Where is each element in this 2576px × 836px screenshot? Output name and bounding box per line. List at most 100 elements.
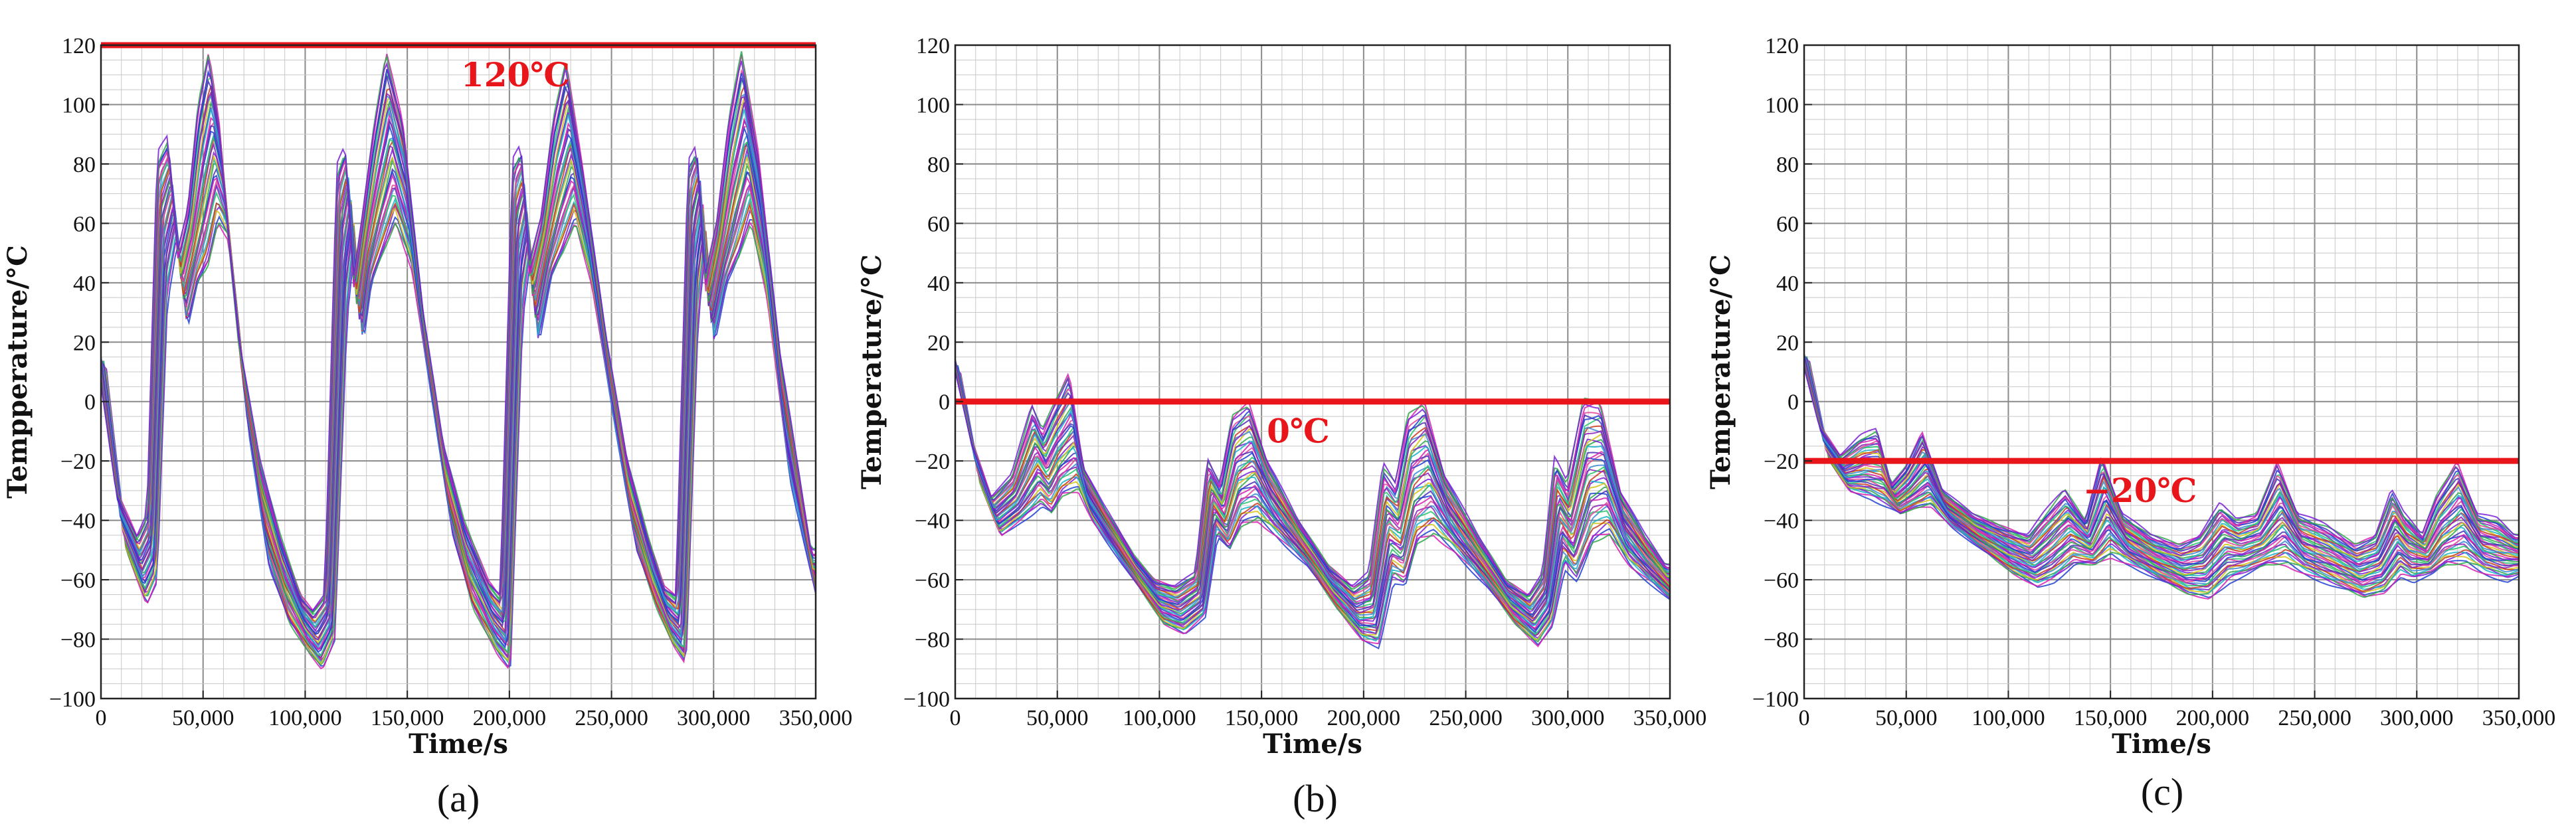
x-tick-label: 250,000 — [2278, 706, 2351, 730]
x-tick-label: 300,000 — [1531, 706, 1605, 730]
panel-caption: (c) — [2141, 770, 2183, 813]
y-tick-label: 40 — [1776, 272, 1799, 296]
series-line — [1803, 357, 2520, 587]
x-tick-label: 0 — [950, 706, 961, 730]
series-line — [1803, 366, 2520, 545]
x-tick-label: 200,000 — [473, 706, 547, 730]
y-tick-label: −80 — [915, 628, 950, 653]
y-tick-label: 60 — [927, 212, 950, 236]
series-line — [100, 173, 816, 650]
y-tick-label: −20 — [1764, 450, 1799, 474]
y-tick-label: 100 — [1765, 93, 1799, 118]
series-line — [1803, 367, 2520, 547]
y-tick-label: 20 — [927, 331, 950, 355]
series-line — [100, 154, 816, 644]
series-bundle — [100, 51, 816, 670]
y-tick-label: −100 — [1752, 687, 1799, 712]
panel-c: −20℃ −100 −80 −60 −40 −20 0 20 40 60 80 100 120 0 50,0… — [1705, 34, 2555, 813]
y-tick-label: −40 — [915, 509, 950, 534]
x-tick-label: 200,000 — [2176, 706, 2250, 730]
x-tick-label: 350,000 — [1633, 706, 1707, 730]
y-tick-label: −40 — [1764, 509, 1799, 534]
y-tick-label: 80 — [927, 153, 950, 177]
y-tick-label: −60 — [1764, 568, 1799, 593]
y-tick-label: 80 — [73, 153, 96, 177]
y-tick-label: 0 — [939, 390, 950, 415]
threshold-label: −20℃ — [2083, 471, 2197, 510]
y-tick-label: 40 — [73, 272, 96, 296]
series-line — [1803, 357, 2520, 593]
x-tick-label: 200,000 — [1327, 706, 1401, 730]
series-line — [100, 133, 816, 641]
threshold-label: 120℃ — [461, 55, 570, 94]
y-tick-label: −80 — [1764, 628, 1799, 653]
y-tick-label: 80 — [1776, 153, 1799, 177]
x-axis-label: Time/s — [409, 728, 508, 760]
y-tick-label: 0 — [84, 390, 96, 415]
x-axis-label: Time/s — [1263, 728, 1362, 760]
plot-frame — [100, 44, 817, 700]
series-line — [1803, 354, 2520, 577]
series-line — [1803, 357, 2519, 586]
panel-b: 0℃ −100 −80 −60 −40 −20 0 20 40 60 80 100 120 0 50,000… — [856, 34, 1706, 820]
series-line — [1804, 358, 2520, 600]
x-tick-label: 250,000 — [1429, 706, 1503, 730]
x-tick-label: 150,000 — [371, 706, 444, 730]
series-line — [1803, 359, 2520, 560]
x-tick-label: 100,000 — [268, 706, 342, 730]
y-tick-label: 100 — [916, 93, 950, 118]
y-tick-label: 60 — [73, 212, 96, 236]
panel-caption: (b) — [1293, 777, 1338, 820]
y-tick-label: −20 — [60, 450, 96, 474]
y-axis-label: Temperature/°C — [856, 254, 887, 489]
x-tick-label: 150,000 — [1225, 706, 1299, 730]
x-tick-label: 100,000 — [1972, 706, 2045, 730]
y-tick-label: 100 — [62, 93, 96, 118]
series-line — [100, 135, 816, 635]
x-tick-label: 50,000 — [1026, 706, 1089, 730]
x-tick-label: 50,000 — [1875, 706, 1938, 730]
x-tick-label: 350,000 — [2482, 706, 2556, 730]
series-line — [1803, 359, 2520, 594]
y-axis-label: Temperature/°C — [1705, 254, 1736, 489]
series-bundle — [1803, 353, 2520, 600]
y-tick-label: −60 — [60, 568, 96, 593]
x-tick-label: 50,000 — [172, 706, 234, 730]
plot-frame — [1803, 44, 2520, 700]
y-tick-label: 20 — [73, 331, 96, 355]
x-tick-label: 300,000 — [677, 706, 751, 730]
y-tick-label: 0 — [1788, 390, 1799, 415]
y-tick-label: 120 — [916, 34, 950, 58]
series-bundle — [955, 359, 1671, 649]
x-tick-label: 350,000 — [779, 706, 853, 730]
series-line — [1803, 359, 2520, 598]
y-axis-label: Tempperature/°C — [2, 245, 33, 499]
series-line — [100, 137, 816, 639]
grid — [1803, 44, 2520, 699]
x-tick-label: 0 — [1799, 706, 1810, 730]
series-line — [1803, 358, 2520, 592]
panel-a: 120℃ −100 −80 −60 −40 −20 0 20 40 60 80 100 120 0 50,0… — [2, 34, 852, 820]
y-tick-label: −60 — [915, 568, 950, 593]
y-tick-label: 60 — [1776, 212, 1799, 236]
x-tick-label: 300,000 — [2380, 706, 2454, 730]
threshold-label: 0℃ — [1267, 412, 1330, 451]
series-line — [1803, 361, 2520, 554]
y-tick-label: 120 — [1765, 34, 1799, 58]
x-tick-label: 250,000 — [575, 706, 648, 730]
y-tick-label: 20 — [1776, 331, 1799, 355]
y-tick-label: −100 — [49, 687, 96, 712]
grid — [955, 44, 1671, 699]
y-tick-label: 40 — [927, 272, 950, 296]
series-line — [1803, 356, 2520, 581]
y-tick-label: 120 — [62, 34, 96, 58]
y-tick-label: −40 — [60, 509, 96, 534]
series-line — [100, 59, 816, 612]
x-tick-label: 100,000 — [1123, 706, 1196, 730]
series-line — [955, 371, 1671, 596]
y-tick-label: −100 — [903, 687, 950, 712]
y-tick-label: −20 — [915, 450, 950, 474]
x-tick-label: 0 — [96, 706, 107, 730]
panel-caption: (a) — [437, 777, 480, 820]
